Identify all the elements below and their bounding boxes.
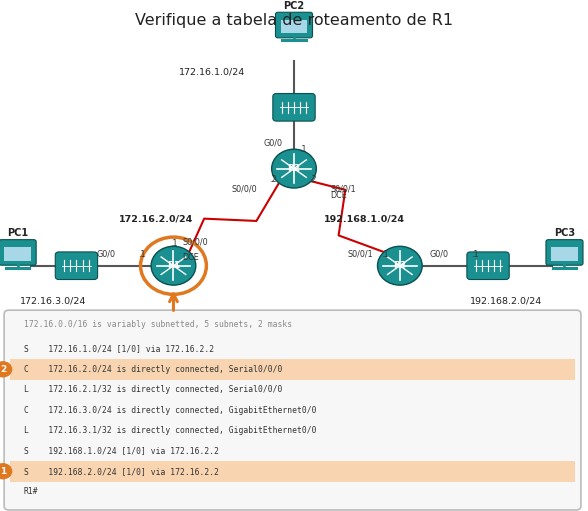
Text: 2: 2 (0, 365, 6, 374)
Text: 172.16.2.0/24: 172.16.2.0/24 (119, 214, 193, 223)
Circle shape (0, 361, 12, 378)
Text: .2: .2 (270, 175, 277, 184)
Text: .1: .1 (170, 239, 178, 248)
Text: 1: 1 (0, 467, 6, 476)
Text: PC3: PC3 (554, 228, 575, 238)
Text: 172.16.0.0/16 is variably subnetted, 5 subnets, 2 masks: 172.16.0.0/16 is variably subnetted, 5 s… (24, 320, 292, 329)
FancyBboxPatch shape (4, 310, 581, 510)
Text: R1: R1 (167, 261, 180, 270)
Circle shape (272, 149, 316, 188)
Text: PC2: PC2 (283, 1, 305, 11)
Circle shape (0, 463, 12, 479)
Text: R1#: R1# (24, 487, 38, 496)
Text: R3: R3 (393, 261, 406, 270)
Text: Verifique a tabela de roteamento de R1: Verifique a tabela de roteamento de R1 (135, 13, 453, 28)
Text: S0/0/0: S0/0/0 (182, 237, 208, 246)
Text: .1: .1 (299, 145, 306, 154)
FancyBboxPatch shape (55, 252, 98, 280)
Text: 172.16.3.0/24: 172.16.3.0/24 (20, 297, 86, 306)
Bar (4, 247, 31, 261)
Text: G0/0: G0/0 (429, 250, 448, 259)
Text: .1: .1 (138, 250, 146, 259)
Text: 192.168.2.0/24: 192.168.2.0/24 (470, 297, 542, 306)
Text: .2: .2 (310, 175, 317, 184)
Circle shape (151, 246, 196, 285)
Text: L    172.16.2.1/32 is directly connected, Serial0/0/0: L 172.16.2.1/32 is directly connected, S… (24, 385, 282, 394)
Text: C    172.16.3.0/24 is directly connected, GigabitEthernet0/0: C 172.16.3.0/24 is directly connected, G… (24, 406, 316, 414)
Text: 192.168.1.0/24: 192.168.1.0/24 (324, 214, 405, 223)
FancyBboxPatch shape (546, 240, 583, 265)
Text: S0/0/1: S0/0/1 (348, 250, 373, 259)
Text: DCE: DCE (182, 253, 199, 262)
Text: .1: .1 (471, 250, 479, 259)
Text: L    172.16.3.1/32 is directly connected, GigabitEthernet0/0: L 172.16.3.1/32 is directly connected, G… (24, 426, 316, 435)
Text: 172.16.1.0/24: 172.16.1.0/24 (179, 67, 245, 76)
Bar (10, 359, 575, 380)
Bar (10, 460, 575, 482)
FancyBboxPatch shape (275, 12, 313, 38)
Text: S    172.16.1.0/24 [1/0] via 172.16.2.2: S 172.16.1.0/24 [1/0] via 172.16.2.2 (24, 344, 213, 354)
Text: C    172.16.2.0/24 is directly connected, Serial0/0/0: C 172.16.2.0/24 is directly connected, S… (24, 365, 282, 374)
Circle shape (377, 246, 422, 285)
Bar (552, 247, 577, 261)
FancyBboxPatch shape (467, 252, 509, 280)
Text: S    192.168.1.0/24 [1/0] via 172.16.2.2: S 192.168.1.0/24 [1/0] via 172.16.2.2 (24, 446, 219, 455)
Text: PC1: PC1 (7, 228, 28, 238)
Text: S0/0/1: S0/0/1 (330, 184, 356, 194)
FancyBboxPatch shape (273, 94, 315, 121)
Bar (280, 20, 307, 33)
Text: G0/0: G0/0 (263, 138, 282, 148)
Text: .1: .1 (381, 250, 389, 259)
Text: G0/0: G0/0 (96, 250, 115, 259)
Text: R2: R2 (288, 164, 300, 173)
FancyBboxPatch shape (0, 240, 36, 265)
Text: DCE: DCE (330, 191, 347, 200)
Text: S    192.168.2.0/24 [1/0] via 172.16.2.2: S 192.168.2.0/24 [1/0] via 172.16.2.2 (24, 467, 219, 476)
Text: S0/0/0: S0/0/0 (231, 184, 257, 194)
